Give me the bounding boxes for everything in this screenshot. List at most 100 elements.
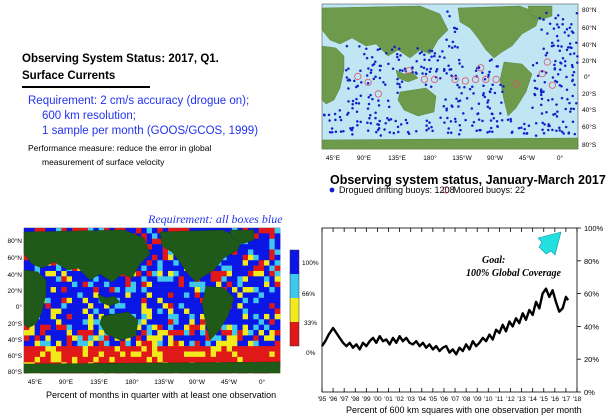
coverage-cell	[253, 292, 259, 299]
coverage-cell	[88, 335, 94, 342]
coverage-cell	[98, 313, 105, 320]
coverage-cell	[66, 228, 73, 234]
drifting-buoy-marker	[367, 67, 370, 70]
drifting-buoy-marker	[411, 66, 414, 69]
coverage-cell	[242, 254, 249, 261]
coverage-cell	[45, 335, 51, 342]
coverage-cell	[24, 324, 30, 331]
coverage-cell	[24, 356, 30, 363]
coverage-cell	[88, 324, 94, 331]
drifting-buoy-marker	[383, 128, 386, 131]
coverage-cell	[141, 346, 147, 352]
drifting-buoy-marker	[561, 57, 565, 60]
coverage-cell	[258, 297, 265, 304]
coverage-cell	[274, 297, 281, 304]
lat-label: 40°N	[7, 271, 22, 279]
coverage-cell	[168, 308, 174, 315]
coverage-cell	[264, 287, 270, 293]
drifting-buoy-marker	[500, 101, 503, 104]
drifting-buoy-marker	[558, 49, 562, 53]
drifting-buoy-marker	[368, 116, 371, 120]
drifting-buoy-marker	[338, 115, 342, 119]
coverage-cell	[200, 319, 206, 325]
coverage-cell	[157, 303, 163, 309]
drifting-buoy-marker	[378, 119, 381, 123]
coverage-cell	[50, 351, 57, 358]
coverage-cell	[274, 260, 281, 266]
coverage-cell	[184, 276, 190, 282]
drifting-buoy-marker	[544, 54, 548, 57]
drifting-buoy-marker	[351, 126, 355, 130]
coverage-cell	[194, 287, 201, 293]
coverage-cell	[141, 281, 147, 288]
coverage-cell	[269, 276, 275, 282]
coverage-cell	[34, 228, 41, 234]
drifting-buoy-marker	[438, 55, 441, 58]
drifting-buoy-marker	[472, 92, 475, 95]
drifting-buoy-marker	[391, 67, 395, 70]
drifting-buoy-marker	[366, 129, 370, 132]
drifting-buoy-marker	[387, 62, 390, 66]
drifting-buoy-marker	[527, 124, 531, 128]
coverage-cell	[77, 281, 83, 288]
drifting-buoy-marker	[569, 110, 572, 113]
coverage-cell	[168, 270, 174, 277]
drifting-buoy-marker	[500, 119, 504, 122]
drifting-buoy-marker	[347, 87, 350, 90]
coverage-map-land	[23, 229, 281, 374]
coverage-cell	[24, 351, 30, 358]
coverage-cell	[210, 335, 217, 342]
coverage-cell	[248, 351, 254, 358]
moored-buoy-marker	[405, 67, 413, 75]
coverage-cell	[264, 254, 270, 261]
coverage-cell	[40, 340, 46, 347]
coverage-cell	[264, 265, 270, 272]
coverage-cell	[173, 335, 179, 342]
coverage-cell	[61, 270, 67, 277]
coverage-cell	[178, 287, 185, 293]
coverage-cell	[194, 297, 201, 304]
coverage-cell	[98, 276, 105, 282]
coverage-cell	[173, 308, 179, 315]
coverage-cell	[109, 308, 115, 315]
coverage-cell	[77, 287, 83, 293]
drifting-buoy-marker	[345, 76, 349, 79]
coverage-cell	[226, 287, 233, 293]
drifting-buoy-marker	[531, 63, 535, 67]
coverage-cell	[242, 324, 249, 331]
coverage-cell	[141, 351, 147, 358]
chart-plot-area	[321, 227, 578, 393]
coverage-cell	[248, 281, 254, 288]
coverage-cell	[125, 292, 131, 299]
coverage-cell	[152, 281, 158, 288]
coverage-cell	[146, 238, 153, 245]
drifting-buoy-marker	[447, 127, 450, 130]
coverage-cell	[205, 276, 211, 282]
coverage-cell	[237, 292, 243, 299]
coverage-cell	[157, 351, 163, 358]
drifting-buoy-marker	[540, 112, 544, 115]
drifting-buoy-marker	[394, 119, 397, 123]
coverage-cell	[194, 324, 201, 331]
coverage-cell	[56, 330, 62, 336]
colorbar-label: 66%	[302, 291, 315, 298]
coverage-cell	[157, 356, 163, 363]
coverage-cell	[125, 303, 131, 309]
coverage-cell	[253, 270, 259, 277]
coverage-cell	[50, 270, 57, 277]
lat-label: 0°	[584, 73, 591, 81]
coverage-cell	[29, 340, 35, 347]
coverage-cell	[258, 233, 265, 240]
coverage-cell	[40, 346, 46, 352]
coverage-cell	[152, 303, 158, 309]
lon-label: 45°E	[326, 154, 341, 162]
drifting-buoy-marker	[401, 69, 404, 72]
coverage-cell	[162, 228, 169, 234]
drifting-buoy-marker	[558, 68, 562, 71]
lon-label: 45°W	[519, 154, 536, 162]
moored-buoy-marker	[512, 80, 521, 88]
coverage-cell	[216, 335, 222, 342]
coverage-cell	[104, 287, 110, 293]
coverage-cell	[66, 340, 73, 347]
drifting-buoy-marker	[563, 31, 567, 34]
